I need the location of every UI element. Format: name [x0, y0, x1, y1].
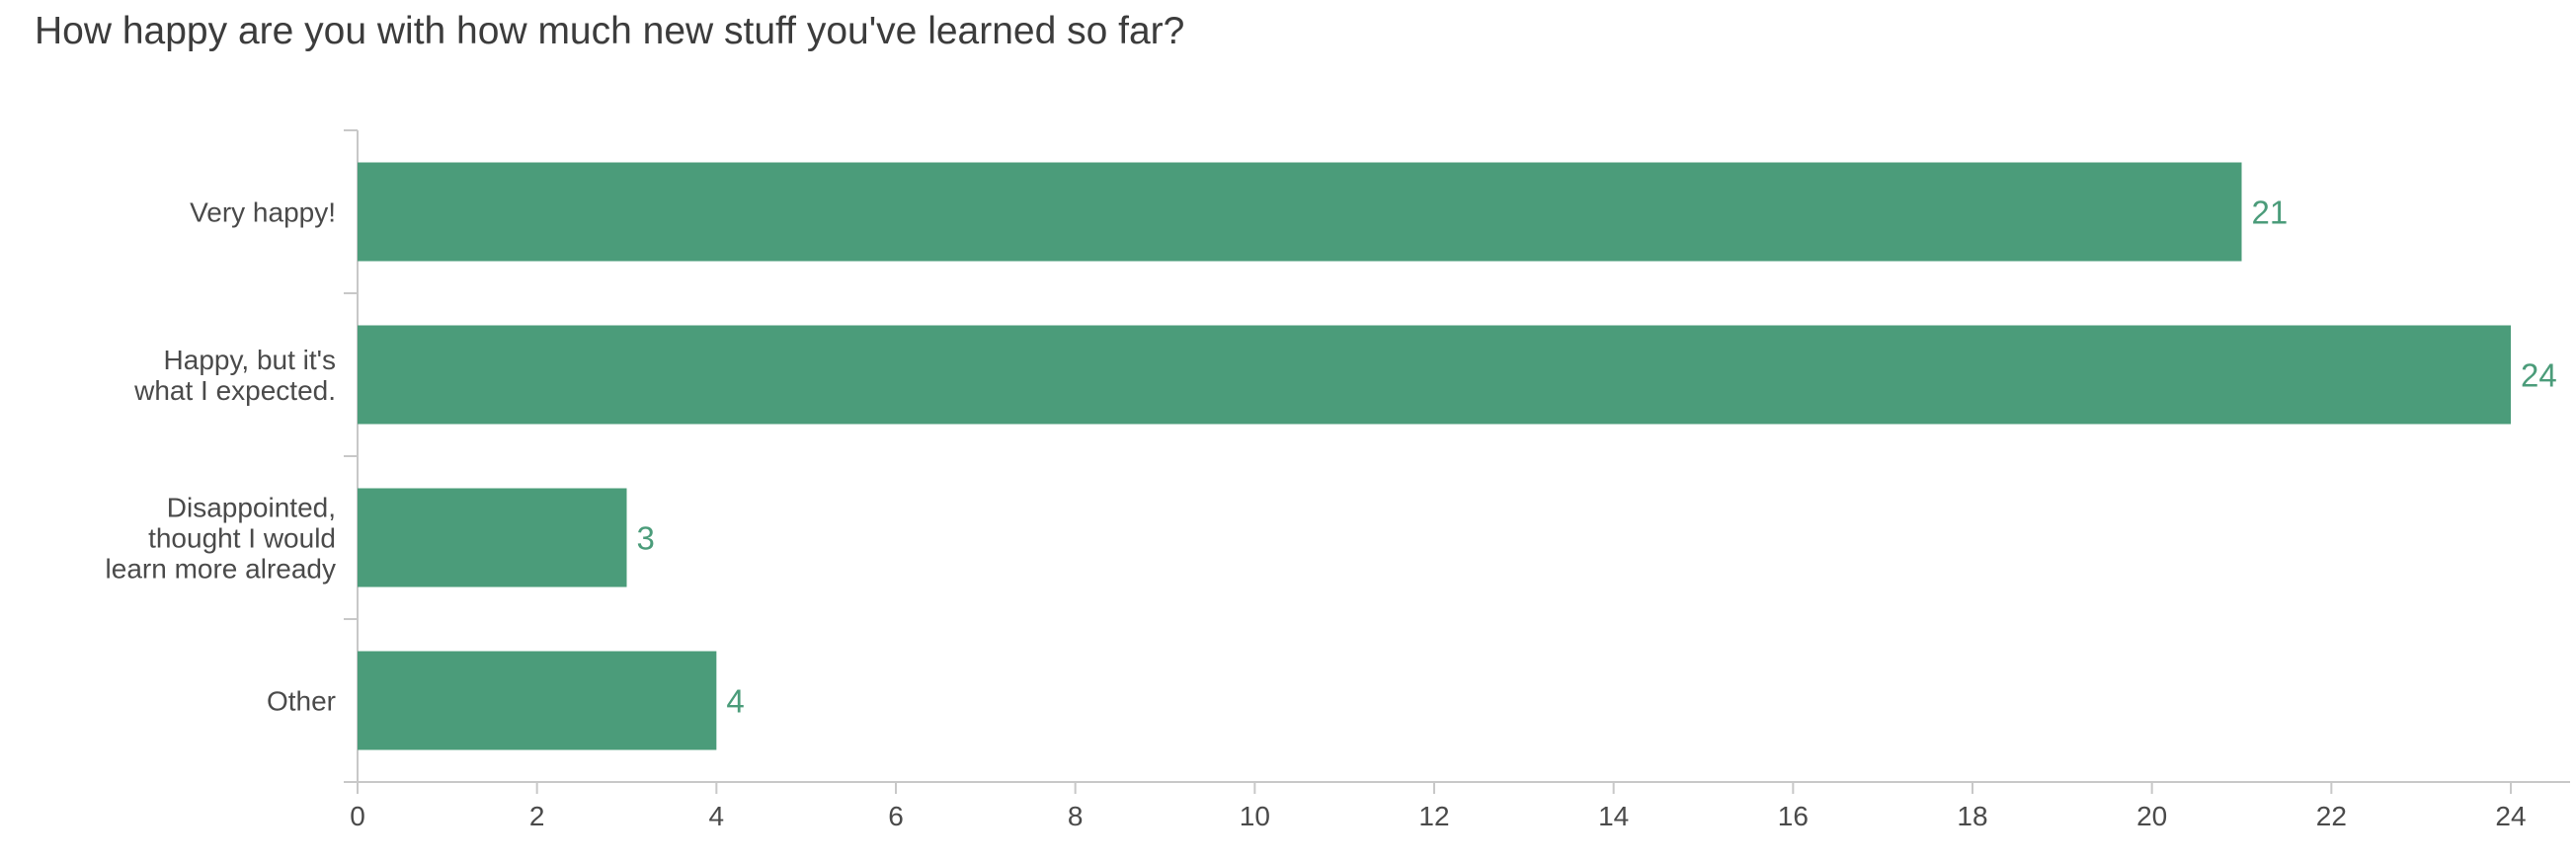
bar-0 — [358, 162, 2242, 262]
category-label-2: Disappointed, thought I would learn more a… — [106, 493, 336, 585]
bar-2 — [358, 488, 627, 587]
x-axis-ticks: 0 2 4 6 8 10 12 14 16 18 20 22 24 — [350, 782, 2527, 831]
category-label-line: thought I would — [148, 523, 336, 554]
x-tick-label: 4 — [709, 801, 725, 831]
category-label-line: Other — [267, 686, 336, 717]
category-label-0: Very happy! — [190, 197, 336, 228]
category-label-line: what I expected. — [133, 375, 336, 406]
x-tick-label: 2 — [529, 801, 545, 831]
data-label-3: 4 — [726, 683, 744, 720]
x-tick-label: 12 — [1418, 801, 1449, 831]
page-title: How happy are you with how much new stuf… — [35, 10, 1185, 52]
bar-1 — [358, 325, 2511, 425]
data-labels: 21 24 3 4 — [637, 195, 2557, 720]
category-label-line: Very happy! — [190, 197, 336, 228]
category-label-1: Happy, but it's what I expected. — [133, 345, 336, 406]
data-label-2: 3 — [637, 520, 655, 557]
data-label-1: 24 — [2521, 357, 2557, 394]
x-tick-label: 22 — [2316, 801, 2347, 831]
x-tick-label: 10 — [1240, 801, 1270, 831]
x-tick-label: 14 — [1598, 801, 1629, 831]
x-tick-label: 0 — [350, 801, 365, 831]
category-label-line: Happy, but it's — [164, 345, 336, 375]
category-label-3: Other — [267, 686, 336, 717]
category-labels: Very happy! Happy, but it's what I expecte… — [106, 197, 336, 717]
category-label-line: Disappointed, — [167, 493, 336, 523]
x-tick-label: 8 — [1068, 801, 1084, 831]
x-tick-label: 6 — [888, 801, 904, 831]
data-label-0: 21 — [2252, 195, 2289, 231]
x-tick-label: 18 — [1957, 801, 1987, 831]
x-tick-label: 20 — [2136, 801, 2167, 831]
x-tick-label: 24 — [2495, 801, 2526, 831]
bar-3 — [358, 651, 717, 750]
chart-bars — [358, 162, 2511, 750]
x-tick-label: 16 — [1778, 801, 1809, 831]
category-label-line: learn more already — [106, 554, 336, 585]
